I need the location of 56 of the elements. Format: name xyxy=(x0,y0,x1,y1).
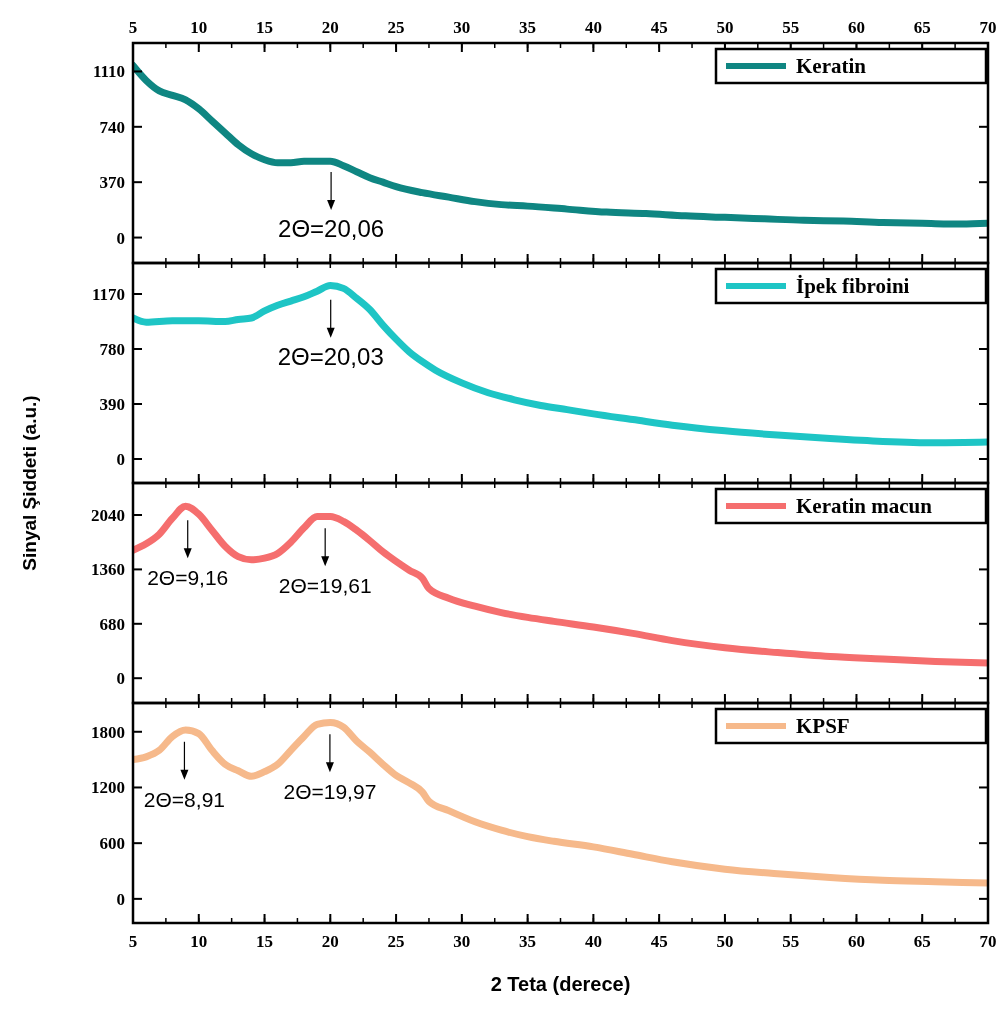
x-tick-label: 20 xyxy=(321,932,339,951)
y-tick-label: 780 xyxy=(99,339,125,359)
x2-tick-label: 70 xyxy=(979,18,997,37)
x2-tick-label: 60 xyxy=(847,18,865,37)
x-tick-label: 10 xyxy=(190,932,208,951)
x-tick-label: 40 xyxy=(584,932,602,951)
x-tick-label: 50 xyxy=(716,932,734,951)
y-axis-title: Sinyal Şiddeti (a.u.) xyxy=(19,395,40,571)
x-tick-label: 15 xyxy=(256,932,274,951)
y-tick-label: 600 xyxy=(99,834,125,854)
legend-label: Keratin xyxy=(796,54,867,79)
x2-tick-label: 65 xyxy=(913,18,931,37)
legend-label: Keratin macun xyxy=(796,494,933,519)
x2-tick-label: 35 xyxy=(519,18,537,37)
annotation: 2Θ=8,91 xyxy=(143,787,226,811)
annotation: 2Θ=9,16 xyxy=(147,566,229,590)
y-tick-label: 1360 xyxy=(91,560,125,580)
y-tick-label: 1110 xyxy=(92,62,125,82)
x-axis-title: 2 Teta (derece) xyxy=(490,973,631,995)
x2-tick-label: 40 xyxy=(584,18,602,37)
y-tick-label: 390 xyxy=(99,394,125,414)
y-tick-label: 370 xyxy=(99,173,125,193)
x2-tick-label: 25 xyxy=(387,18,405,37)
x2-tick-label: 45 xyxy=(650,18,668,37)
annotation: 2Θ=20,03 xyxy=(277,342,384,370)
x-tick-label: 30 xyxy=(453,932,471,951)
x2-tick-label: 10 xyxy=(190,18,208,37)
x2-tick-label: 30 xyxy=(453,18,471,37)
x2-tick-label: 55 xyxy=(782,18,800,37)
x-tick-label: 5 xyxy=(128,932,138,951)
x-tick-label: 45 xyxy=(650,932,668,951)
annotation: 2Θ=19,61 xyxy=(278,574,372,598)
x-tick-label: 65 xyxy=(913,932,931,951)
y-tick-label: 0 xyxy=(116,889,125,909)
y-tick-label: 1170 xyxy=(91,284,125,304)
y-tick-label: 680 xyxy=(99,614,125,634)
x2-tick-label: 50 xyxy=(716,18,734,37)
x2-tick-label: 15 xyxy=(256,18,274,37)
y-tick-label: 0 xyxy=(116,228,125,248)
legend-label: KPSF xyxy=(796,714,850,739)
annotation: 2Θ=19,97 xyxy=(283,780,377,804)
x-tick-label: 25 xyxy=(387,932,405,951)
x2-tick-label: 20 xyxy=(321,18,339,37)
y-tick-label: 1800 xyxy=(91,722,125,742)
x2-tick-label: 5 xyxy=(128,18,138,37)
y-tick-label: 0 xyxy=(116,449,125,469)
y-tick-label: 740 xyxy=(99,117,125,137)
x-tick-label: 55 xyxy=(782,932,800,951)
x-tick-label: 70 xyxy=(979,932,997,951)
annotation: 2Θ=20,06 xyxy=(278,214,385,242)
y-tick-label: 1200 xyxy=(91,778,125,798)
y-tick-label: 2040 xyxy=(91,505,125,525)
x-tick-label: 60 xyxy=(847,932,865,951)
y-tick-label: 0 xyxy=(116,669,125,689)
legend-label: İpek fibroini xyxy=(796,274,910,299)
x-tick-label: 35 xyxy=(519,932,537,951)
